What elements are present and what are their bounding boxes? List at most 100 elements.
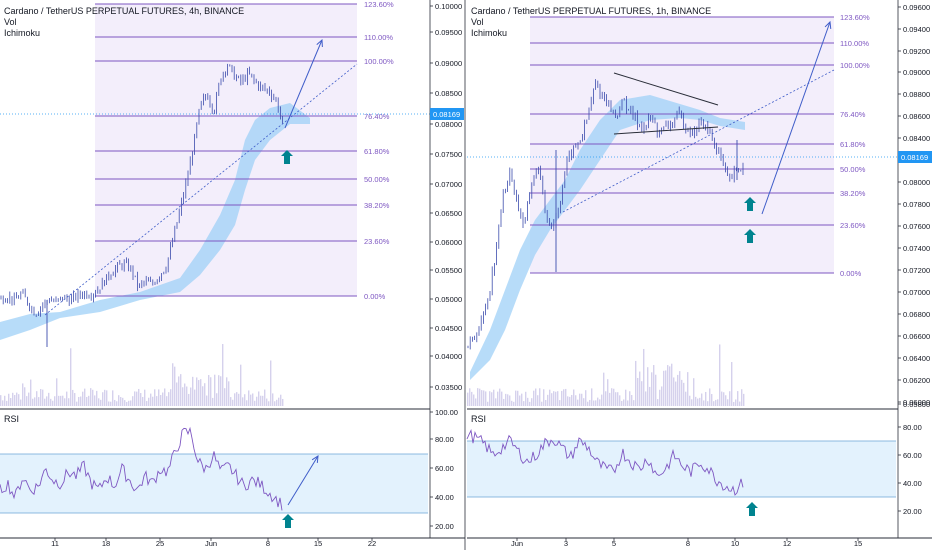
volume-bar <box>282 398 284 406</box>
volume-bar <box>717 399 719 406</box>
volume-bar <box>633 400 635 406</box>
volume-bar <box>577 399 579 406</box>
volume-bar <box>134 391 136 406</box>
volume-bar <box>226 377 228 406</box>
price-tick-label: 0.06400 <box>903 354 930 363</box>
volume-bar <box>106 390 108 406</box>
volume-bar <box>76 401 78 406</box>
volume-bar <box>192 376 194 406</box>
volume-bar <box>250 394 252 406</box>
projection-line-left <box>284 39 323 129</box>
volume-bar <box>40 389 42 406</box>
price-tick-label: 0.05800 <box>903 400 930 409</box>
volume-bar <box>683 382 685 406</box>
volume-bar <box>12 392 14 406</box>
volume-bar <box>208 375 210 406</box>
rsi-projection-line <box>287 455 319 506</box>
fib-label: 61.80% <box>364 147 390 156</box>
volume-bar <box>673 377 675 406</box>
price-tick-label: 0.07600 <box>903 222 930 231</box>
volume-bar <box>168 392 170 406</box>
volume-bar <box>677 374 679 406</box>
price-tick-label: 0.06600 <box>903 332 930 341</box>
volume-bar <box>585 390 587 406</box>
volume-bar <box>236 392 238 406</box>
last-price-tag-right <box>898 151 932 163</box>
price-tick-label: 0.06000 <box>903 398 930 407</box>
volume-bar <box>543 389 545 406</box>
volume-bar <box>102 392 104 406</box>
volume-bar <box>659 389 661 406</box>
volume-bar <box>280 394 282 406</box>
time-tick-label: Jun <box>205 539 217 548</box>
volume-bar <box>477 388 479 406</box>
volume-bar <box>685 391 687 406</box>
rsi-tick-label: 40.00 <box>435 493 454 502</box>
volume-bar <box>491 392 493 406</box>
volume-bar <box>693 378 695 406</box>
chart-title-right: Cardano / TetherUS PERPETUAL FUTURES, 1h… <box>471 6 712 16</box>
ichimoku-cloud-right <box>470 95 745 380</box>
volume-bar <box>202 386 204 406</box>
volume-bar <box>573 389 575 406</box>
volume-bar <box>601 394 603 406</box>
volume-bar <box>160 395 162 406</box>
volume-bar <box>537 395 539 406</box>
fib-label: 110.00% <box>840 39 869 48</box>
volume-bar <box>214 374 216 406</box>
fib-label: 61.80% <box>840 140 866 149</box>
time-tick-label: 10 <box>731 539 739 548</box>
volume-bar <box>507 394 509 406</box>
fib-label: 0.00% <box>364 292 386 301</box>
volume-bar <box>16 392 18 406</box>
volume-bar <box>705 391 707 406</box>
volume-bar <box>515 390 517 406</box>
volume-bar <box>615 392 617 406</box>
volume-bar <box>531 398 533 406</box>
volume-bar <box>691 399 693 406</box>
volume-bar <box>162 392 164 406</box>
volume-bar <box>128 400 130 406</box>
time-tick-label: 18 <box>102 539 110 548</box>
rsi-tick-label: 80.00 <box>435 435 454 444</box>
volume-bar <box>116 401 118 406</box>
volume-bar <box>24 387 26 406</box>
volume-bar <box>276 399 278 406</box>
volume-bar <box>595 400 597 406</box>
volume-bar <box>172 363 174 406</box>
volume-bar <box>733 401 735 406</box>
volume-bar <box>661 386 663 406</box>
volume-bar <box>246 400 248 406</box>
triangle-line <box>613 72 719 106</box>
volume-bar <box>553 391 555 406</box>
trend-line-dashed-right <box>562 69 835 213</box>
volume-bar <box>707 401 709 406</box>
time-tick-label: 15 <box>854 539 862 548</box>
price-tick-label: 0.04500 <box>435 324 462 333</box>
volume-bar <box>565 388 567 406</box>
volume-bar <box>138 388 140 406</box>
volume-bar <box>653 365 655 406</box>
fib-zone-right <box>530 17 834 273</box>
price-tick-label: 0.07500 <box>435 150 462 159</box>
rsi-tick-label: 20.00 <box>435 522 454 531</box>
volume-bar <box>26 396 28 406</box>
volume-bar <box>479 388 481 406</box>
volume-bar <box>575 395 577 406</box>
volume-bar <box>266 398 268 406</box>
volume-bar <box>529 401 531 406</box>
fib-label: 23.60% <box>364 237 390 246</box>
volume-bar <box>665 370 667 406</box>
volume-bar <box>92 389 94 406</box>
time-tick-label: 8 <box>686 539 690 548</box>
volume-bar <box>613 388 615 406</box>
volume-bar <box>272 393 274 406</box>
volume-bar <box>152 396 154 406</box>
volume-bar <box>198 380 200 406</box>
volume-bar <box>701 393 703 406</box>
volume-bar <box>30 379 32 406</box>
volume-bar <box>144 389 146 406</box>
price-tick-label: 0.05000 <box>435 295 462 304</box>
projection-line-right <box>761 21 831 215</box>
